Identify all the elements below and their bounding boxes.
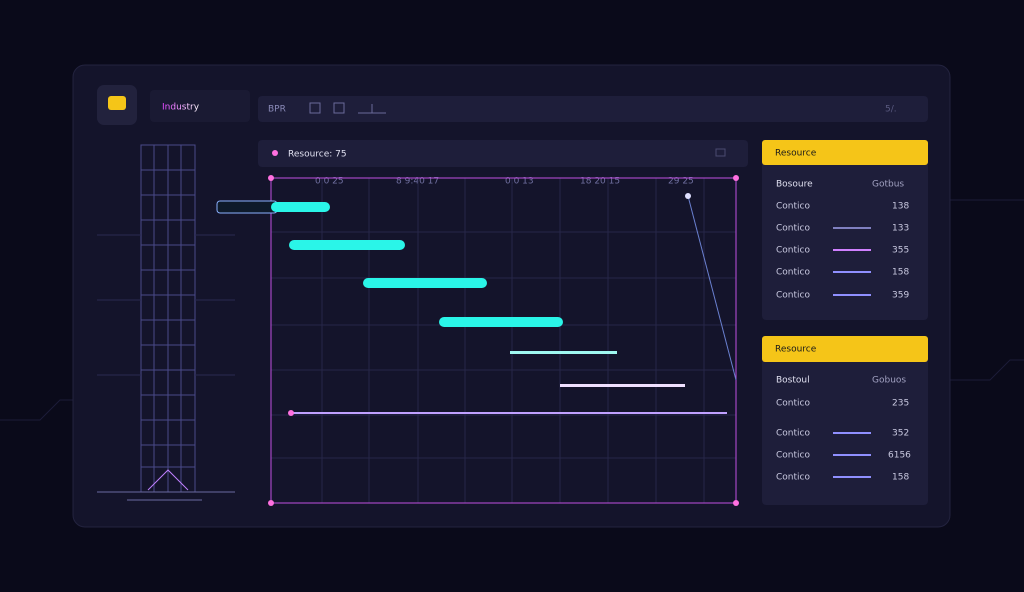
row-bar: [833, 249, 871, 251]
tool-button[interactable]: [333, 102, 345, 114]
task-bar[interactable]: [439, 317, 563, 327]
row-label: Contico: [776, 291, 810, 301]
row-label: Contico: [776, 429, 810, 439]
task-line[interactable]: [560, 384, 685, 387]
row-bar: [833, 432, 871, 434]
column-header: Bostoul: [776, 376, 810, 386]
tower-grid: [97, 144, 235, 501]
time-label: 0.0 13: [505, 177, 534, 187]
column-header: Bosoure: [776, 180, 813, 190]
row-bar: [833, 476, 871, 478]
row-label: Contico: [776, 451, 810, 461]
panel-header: [762, 336, 928, 362]
row-value: 6156: [888, 451, 911, 461]
row-label: Contico: [776, 224, 810, 234]
column-header: Gobuos: [872, 376, 906, 386]
row-value: 158: [892, 473, 909, 483]
link-dot: [685, 193, 691, 199]
icon-glyph: [108, 96, 126, 110]
header-dot: [272, 150, 278, 156]
row-value: 355: [892, 246, 909, 256]
circuit-lines: [0, 199, 1024, 421]
gantt-frame: [270, 177, 737, 504]
tool-button[interactable]: [309, 102, 321, 114]
row-bar: [833, 271, 871, 273]
resource-panel: Resource Bostoul Gobuos Contico 235 Cont…: [762, 336, 928, 505]
row-bar: [833, 454, 871, 456]
row-label: Contico: [776, 202, 810, 212]
task-bar[interactable]: [271, 202, 330, 212]
toolbar: [258, 96, 928, 122]
row-value: 158: [892, 268, 909, 278]
time-label: 18 20 15: [580, 177, 620, 187]
gantt-header: [258, 140, 748, 167]
time-label: 29 25: [668, 177, 694, 187]
task-dot: [288, 410, 294, 416]
task-line[interactable]: [291, 412, 727, 414]
link-line: [687, 195, 737, 381]
time-label: 0.0 25: [315, 177, 344, 187]
task-bar[interactable]: [289, 240, 405, 250]
resource-panel: Resource Bosoure Gotbus Contico 138 Cont…: [762, 140, 928, 320]
row-value: 133: [892, 224, 909, 234]
row-label: Contico: [776, 246, 810, 256]
row-label: Contico: [776, 473, 810, 483]
row-label: Contico: [776, 399, 810, 409]
corner-dots: [268, 175, 739, 506]
panel-body: [762, 336, 928, 505]
row-value: 352: [892, 429, 909, 439]
app-title: Industry: [162, 103, 200, 113]
panel-title: Resource: [775, 149, 817, 159]
row-value: 235: [892, 399, 909, 409]
panel-title: Resource: [775, 345, 817, 355]
panel-header: [762, 140, 928, 165]
status-text: 5/.: [885, 105, 897, 115]
gantt-title: Resource: 75: [288, 150, 347, 160]
task-line[interactable]: [510, 351, 617, 354]
tool-icon: [358, 104, 386, 114]
column-header: Gotbus: [872, 180, 904, 190]
row-bar: [833, 294, 871, 296]
title-box: [150, 90, 250, 122]
row-value: 359: [892, 291, 909, 301]
row-bar: [833, 227, 871, 229]
task-bar[interactable]: [363, 278, 487, 288]
row-label: Contico: [776, 268, 810, 278]
task-outline: [216, 200, 278, 214]
row-value: 138: [892, 202, 909, 212]
menu-label[interactable]: BPR: [268, 105, 286, 115]
header-icon[interactable]: [715, 148, 726, 157]
panel-body: [762, 140, 928, 320]
